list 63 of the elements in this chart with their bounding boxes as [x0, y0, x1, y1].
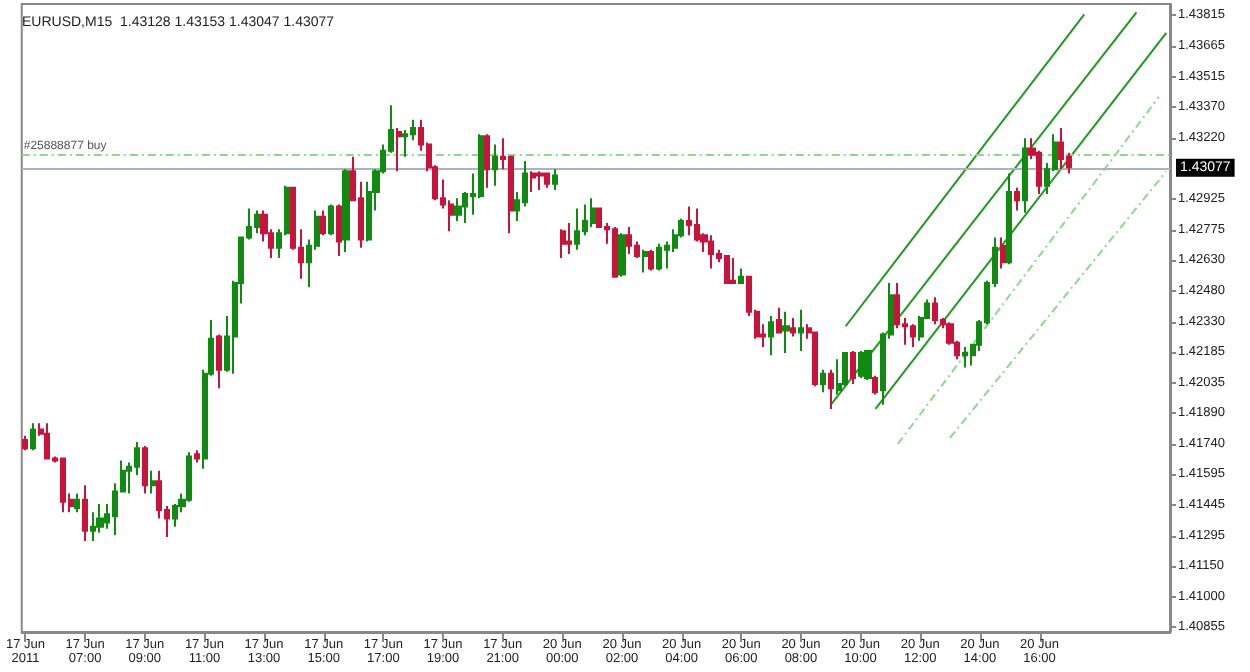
- candlestick: [320, 209, 326, 237]
- candlestick: [1000, 236, 1006, 270]
- candlestick: [738, 267, 744, 284]
- candlestick: [544, 172, 550, 189]
- candlestick: [328, 203, 334, 237]
- candlestick: [1006, 172, 1012, 266]
- candlestick: [858, 350, 864, 379]
- candlestick: [336, 203, 342, 258]
- candlestick: [566, 221, 572, 255]
- candlestick: [626, 226, 632, 255]
- candlestick: [254, 209, 260, 235]
- candlestick: [836, 358, 842, 396]
- candlestick: [648, 248, 654, 272]
- candlestick: [22, 434, 28, 452]
- candlestick: [142, 445, 148, 495]
- candlestick: [484, 133, 490, 189]
- candlestick: [96, 502, 104, 534]
- candlestick: [768, 314, 774, 357]
- candlestick: [194, 449, 200, 464]
- candlestick: [396, 126, 402, 173]
- candlestick: [656, 242, 662, 272]
- candlestick: [932, 296, 938, 326]
- candlestick: [842, 352, 848, 388]
- candlestick: [82, 484, 88, 543]
- candlestick: [864, 350, 872, 381]
- candlestick: [910, 323, 916, 348]
- candlestick: [730, 257, 736, 284]
- candlestick: [150, 469, 156, 495]
- candlestick: [44, 422, 50, 460]
- candlestick: [216, 333, 222, 390]
- candlestick: [820, 368, 826, 394]
- candlestick: [642, 248, 648, 274]
- candlestick: [798, 308, 804, 353]
- candlestick: [1058, 126, 1064, 171]
- candlestick: [790, 317, 796, 338]
- candlestick: [90, 511, 96, 543]
- candlestick: [776, 306, 782, 334]
- candlestick: [686, 205, 692, 237]
- candlestick: [590, 197, 596, 229]
- candlestick: [1022, 137, 1028, 214]
- candlestick: [724, 255, 730, 284]
- candlestick: [1014, 186, 1020, 212]
- candlestick: [172, 502, 178, 528]
- candlestick: [812, 331, 818, 388]
- candlestick: [454, 197, 462, 222]
- candlestick: [850, 350, 856, 386]
- candlestick: [574, 207, 580, 251]
- candlestick: [962, 345, 968, 369]
- candlestick: [552, 168, 558, 191]
- candlestick: [612, 226, 618, 278]
- candlestick: [492, 143, 498, 187]
- candlestick: [60, 457, 66, 514]
- candlestick: [560, 228, 566, 260]
- candlestick: [618, 232, 626, 278]
- candlestick: [782, 310, 790, 355]
- candlestick: [828, 368, 834, 410]
- candlestick: [536, 170, 544, 191]
- candlestick: [708, 234, 714, 270]
- candlestick: [530, 170, 536, 193]
- candlestick: [74, 492, 80, 514]
- candlestick: [872, 374, 878, 396]
- candlestick: [342, 168, 350, 253]
- candlestick: [30, 422, 36, 452]
